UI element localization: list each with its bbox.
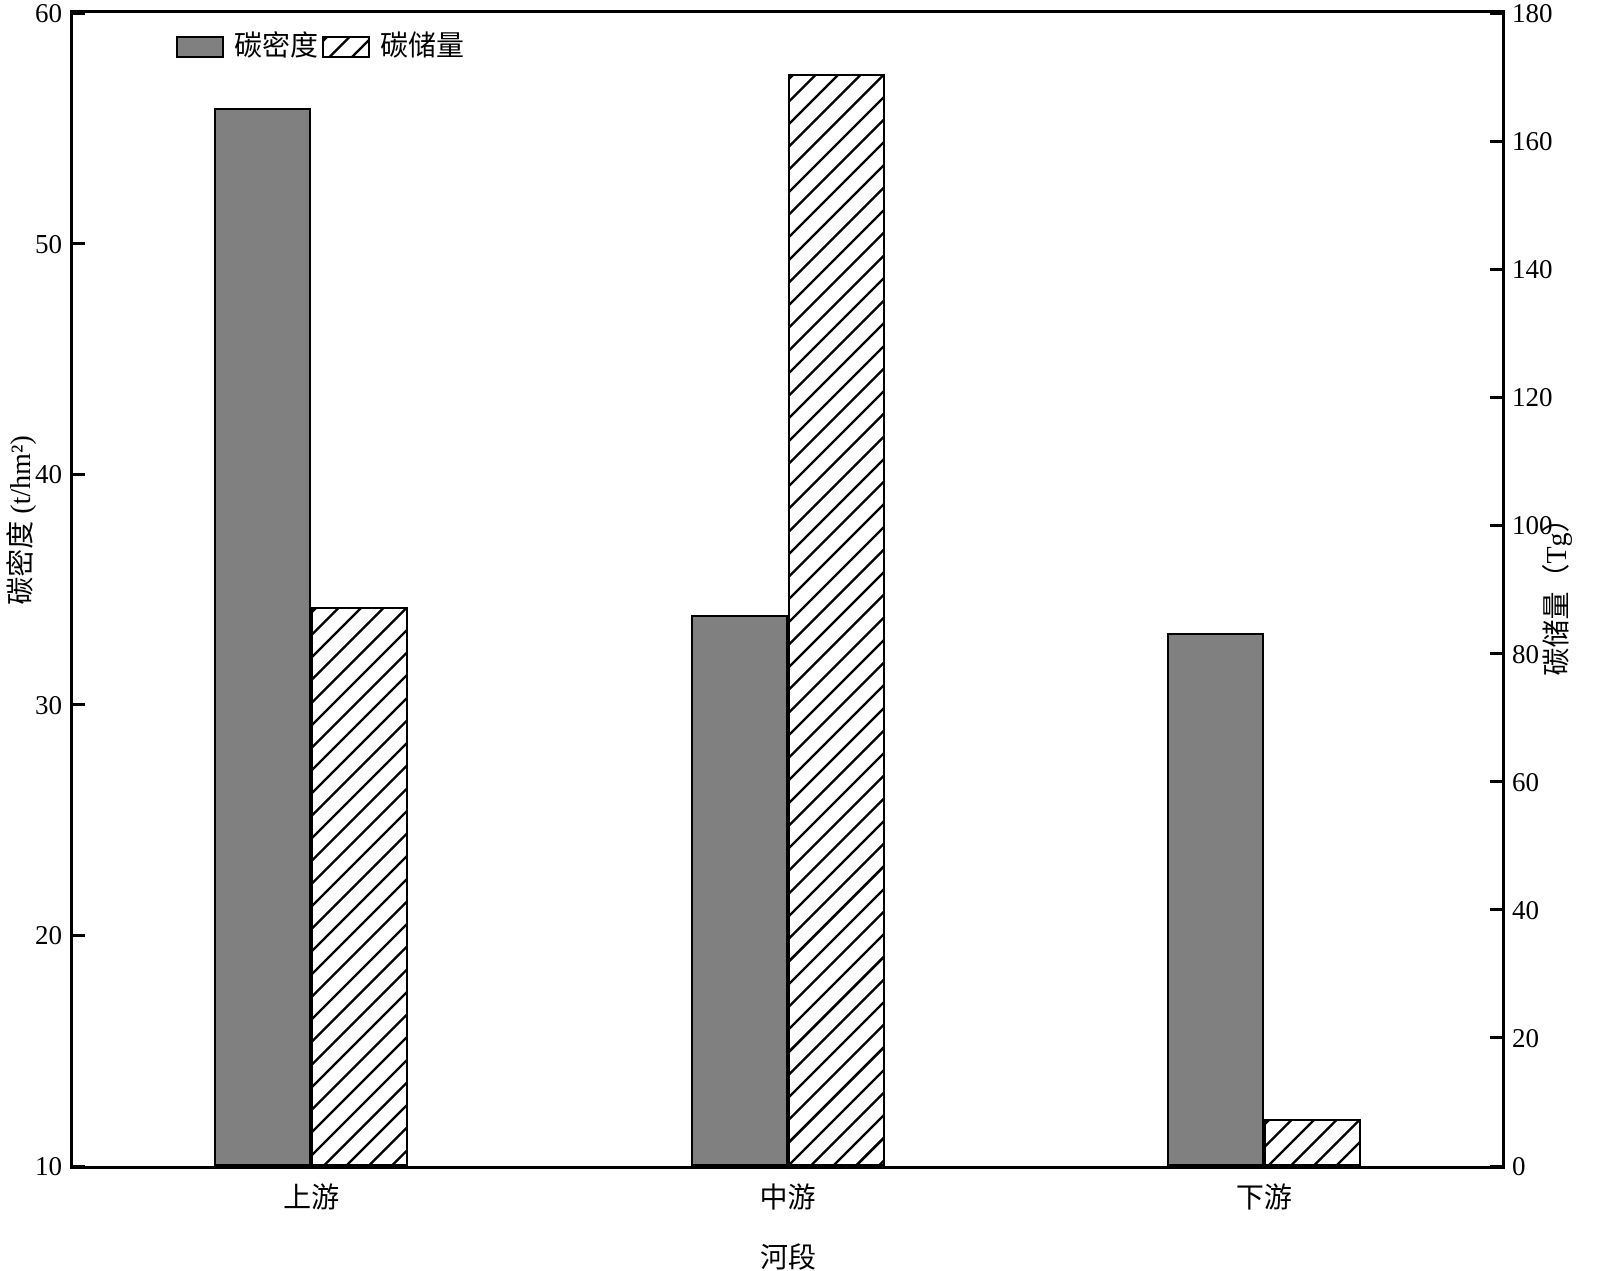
y-axis-right-tick	[1490, 1036, 1502, 1040]
legend-label-density: 碳密度	[234, 31, 319, 62]
x-tick-label-1: 中游	[759, 1183, 816, 1214]
plot-area	[70, 10, 1505, 1169]
x-tick-label-2: 下游	[1235, 1183, 1292, 1214]
plot-inner	[73, 11, 1502, 1168]
y-axis-right-tick-label: 20	[1512, 1022, 1539, 1053]
y-axis-right-tick	[1490, 11, 1502, 15]
y-axis-left-tick	[73, 472, 85, 476]
y-axis-right-tick-label: 40	[1512, 894, 1539, 925]
y-axis-right-tick	[1490, 139, 1502, 143]
y-axis-left-tick	[73, 933, 85, 937]
x-tick-label-0: 上游	[283, 1183, 340, 1214]
y-axis-right-tick-label: 80	[1512, 638, 1539, 669]
y-axis-right-tick-label: 160	[1512, 126, 1553, 157]
y-axis-left-tick	[73, 11, 85, 15]
y-axis-right-tick-label: 180	[1512, 0, 1553, 28]
y-axis-label-right: 碳储量（Tg）	[1542, 504, 1573, 676]
y-axis-right-tick	[1490, 395, 1502, 399]
y-axis-left-tick-label: 10	[35, 1151, 62, 1181]
bar-storage-0	[311, 606, 409, 1166]
y-axis-right-tick	[1490, 652, 1502, 656]
y-axis-left-tick-label: 40	[35, 459, 62, 490]
legend: 碳密度 碳储量	[176, 33, 468, 61]
bar-storage-1	[787, 73, 885, 1166]
y-axis-right-tick	[1490, 780, 1502, 784]
y-axis-right-tick	[1490, 523, 1502, 527]
bar-storage-2	[1263, 1119, 1361, 1166]
bar-density-0	[214, 107, 312, 1166]
y-axis-left-tick-label: 60	[35, 0, 62, 28]
y-axis-left-tick-label: 30	[35, 689, 62, 720]
y-axis-left-tick-label: 50	[35, 228, 62, 259]
y-axis-right-tick	[1490, 1164, 1502, 1168]
legend-label-storage: 碳储量	[380, 31, 465, 62]
y-axis-right-tick-label: 100	[1512, 510, 1553, 541]
y-axis-right-tick-label: 0	[1512, 1151, 1526, 1181]
y-axis-left-tick-label: 20	[35, 920, 62, 951]
legend-swatch-storage	[322, 36, 371, 58]
y-axis-right-tick-label: 140	[1512, 254, 1553, 285]
y-axis-left-tick	[73, 1164, 85, 1168]
legend-swatch-density	[176, 36, 224, 58]
bar-density-1	[690, 614, 788, 1166]
y-axis-right-tick	[1490, 267, 1502, 271]
y-axis-left-tick	[73, 703, 85, 707]
y-axis-right-tick-label: 120	[1512, 382, 1553, 413]
y-axis-left-tick	[73, 242, 85, 246]
y-axis-right-tick	[1490, 908, 1502, 912]
y-axis-right-tick-label: 60	[1512, 766, 1539, 797]
x-axis-label: 河段	[759, 1243, 816, 1271]
bar-density-2	[1166, 633, 1264, 1166]
y-axis-label-left: 碳密度 (t/hm²)	[6, 435, 37, 605]
